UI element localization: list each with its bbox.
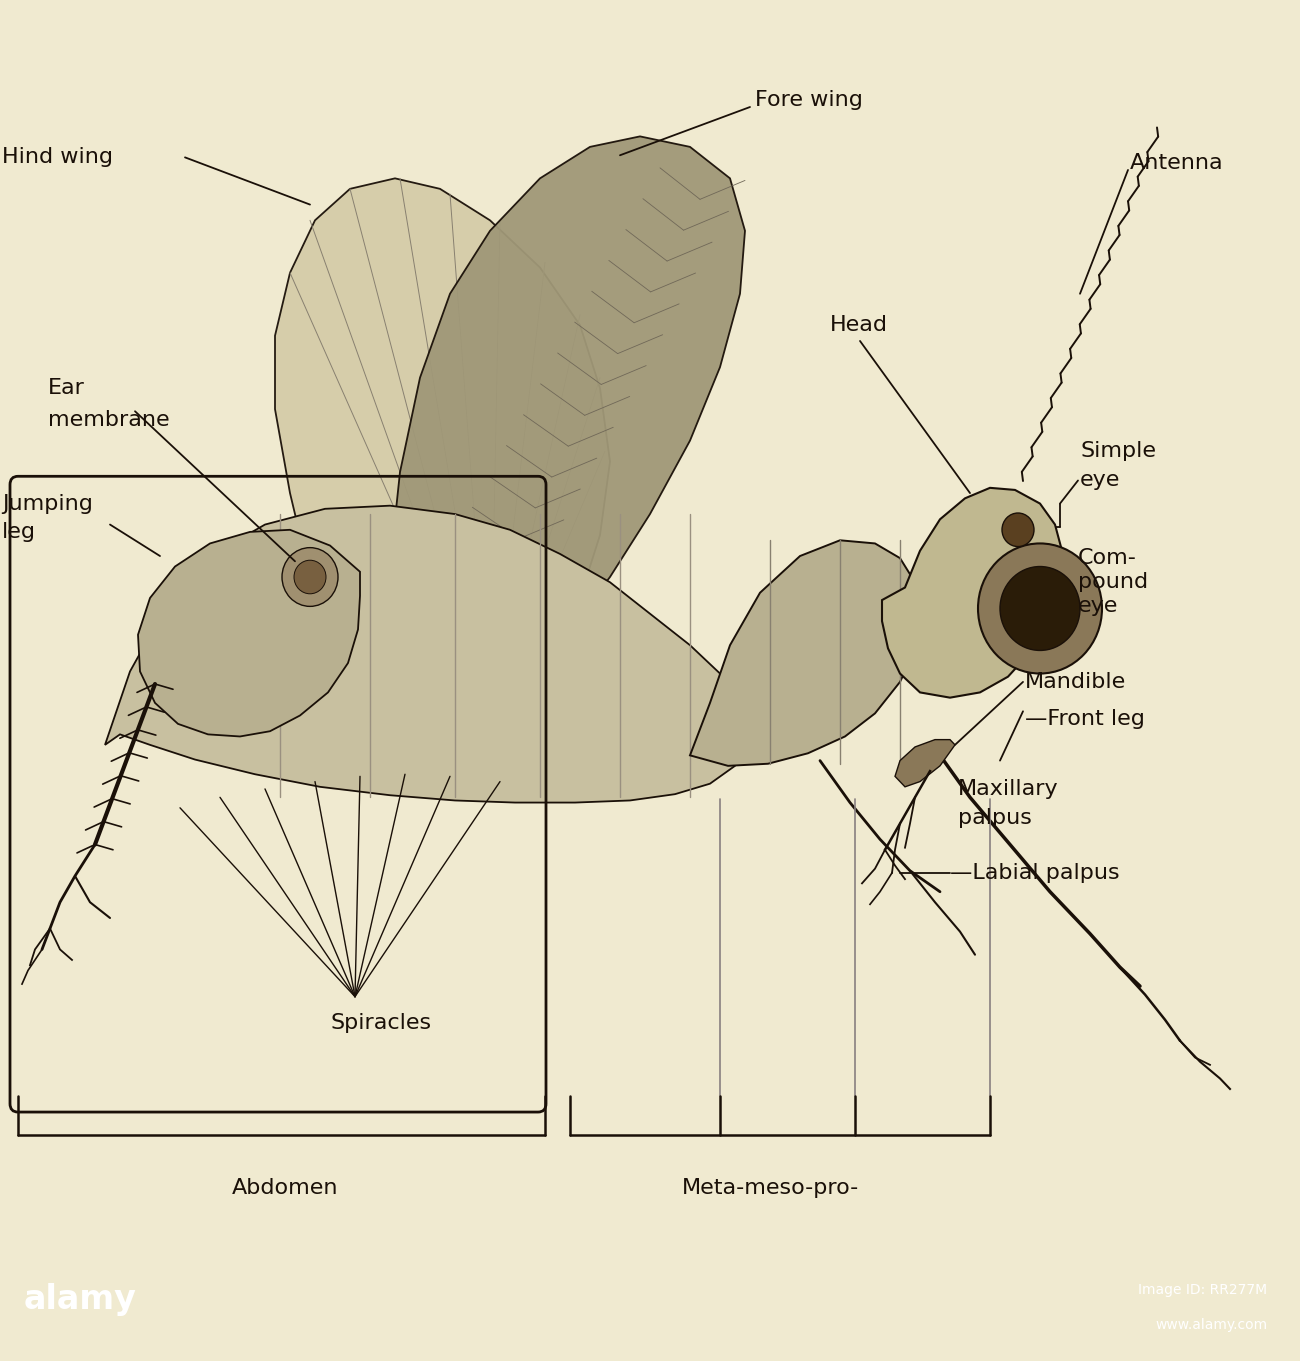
Text: Fore wing: Fore wing <box>755 90 863 110</box>
Polygon shape <box>894 739 956 787</box>
Polygon shape <box>138 529 360 736</box>
Text: leg: leg <box>3 521 36 542</box>
Text: Antenna: Antenna <box>1130 152 1223 173</box>
Polygon shape <box>690 540 920 766</box>
Text: alamy: alamy <box>23 1283 136 1316</box>
Text: Spiracles: Spiracles <box>330 1013 432 1033</box>
Text: Com-: Com- <box>1078 548 1138 568</box>
Text: Mandible: Mandible <box>1024 672 1126 691</box>
Text: Jumping: Jumping <box>3 494 92 513</box>
Text: Abdomen: Abdomen <box>231 1177 338 1198</box>
Text: membrane: membrane <box>48 410 169 430</box>
Text: —Labial palpus: —Labial palpus <box>950 863 1119 883</box>
Polygon shape <box>390 136 745 744</box>
Text: eye: eye <box>1080 471 1121 490</box>
Text: Meta-meso-pro-: Meta-meso-pro- <box>681 1177 858 1198</box>
Text: pound: pound <box>1078 572 1148 592</box>
Text: Hind wing: Hind wing <box>3 147 113 167</box>
Text: eye: eye <box>1078 596 1118 617</box>
Polygon shape <box>276 178 610 744</box>
Text: www.alamy.com: www.alamy.com <box>1156 1319 1268 1332</box>
Circle shape <box>1002 513 1034 547</box>
Circle shape <box>282 547 338 607</box>
Text: —Front leg: —Front leg <box>1024 709 1145 728</box>
Text: palpus: palpus <box>958 808 1032 829</box>
Text: Maxillary: Maxillary <box>958 778 1058 799</box>
Text: Image ID: RR277M: Image ID: RR277M <box>1139 1282 1268 1297</box>
Text: Head: Head <box>829 316 888 335</box>
Circle shape <box>294 561 326 593</box>
Text: Simple: Simple <box>1080 441 1156 461</box>
Polygon shape <box>105 506 750 803</box>
Text: Ear: Ear <box>48 378 84 399</box>
Polygon shape <box>881 487 1062 698</box>
Circle shape <box>978 543 1102 674</box>
Circle shape <box>1000 566 1080 651</box>
